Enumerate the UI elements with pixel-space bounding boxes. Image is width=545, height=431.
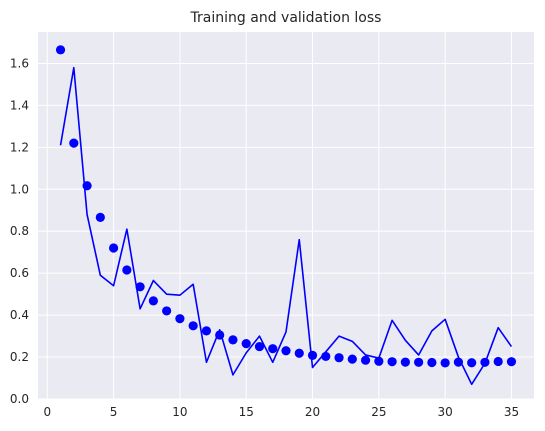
training-loss-point: [347, 354, 357, 364]
training-loss-point: [162, 306, 172, 316]
training-loss-point: [95, 212, 105, 222]
training-loss-point: [228, 335, 238, 345]
training-loss-point: [467, 358, 477, 368]
y-tick-label: 0.2: [10, 350, 29, 364]
training-loss-point: [175, 314, 185, 324]
y-tick-label: 0.6: [10, 266, 29, 280]
x-tick-label: 0: [43, 405, 51, 419]
training-loss-point: [268, 344, 278, 354]
x-tick-label: 30: [438, 405, 453, 419]
training-loss-point: [387, 357, 397, 367]
tick-labels: 0 5 10 15 20 25 30 35 0.0 0.2 0.4 0.6 0.8 1.0 1.2 1.4 1.…: [10, 56, 519, 419]
y-tick-label: 1.4: [10, 98, 29, 112]
training-loss-point: [334, 353, 344, 363]
training-loss-point: [122, 265, 132, 275]
y-tick-label: 1.6: [10, 56, 29, 70]
training-loss-point: [374, 356, 384, 366]
training-loss-point: [188, 321, 198, 331]
y-tick-label: 0.8: [10, 224, 29, 238]
x-tick-label: 10: [172, 405, 187, 419]
y-tick-label: 1.2: [10, 140, 29, 154]
x-tick-label: 20: [305, 405, 320, 419]
x-tick-label: 25: [371, 405, 386, 419]
training-loss-point: [69, 138, 79, 148]
grid: [38, 32, 534, 400]
training-loss-point: [360, 355, 371, 365]
training-loss-point: [135, 282, 145, 292]
training-loss-point: [241, 339, 251, 349]
training-loss-point: [400, 357, 410, 367]
training-loss-point: [307, 350, 318, 360]
training-loss-point: [493, 356, 503, 367]
y-tick-label: 0.0: [10, 392, 29, 406]
training-loss-point: [453, 357, 464, 367]
training-loss-point: [148, 296, 158, 306]
training-loss-point: [254, 341, 265, 352]
plot-area: [38, 32, 534, 399]
training-loss-point: [414, 357, 424, 367]
training-loss-point: [108, 243, 119, 253]
y-tick-label: 0.4: [10, 308, 29, 322]
training-loss-point: [201, 326, 212, 336]
training-loss-point: [506, 357, 517, 367]
training-loss-point: [427, 357, 437, 368]
y-tick-label: 1.0: [10, 182, 29, 196]
validation-loss-line: [59, 66, 513, 386]
training-loss-point: [55, 45, 66, 55]
series-layer: [55, 45, 517, 386]
x-tick-label: 15: [239, 405, 254, 419]
training-loss-point: [440, 358, 450, 368]
training-loss-point: [281, 346, 291, 356]
x-tick-label: 5: [110, 405, 118, 419]
training-loss-point: [294, 348, 304, 358]
chart-title: Training and validation loss: [190, 10, 382, 26]
x-tick-label: 35: [504, 405, 519, 419]
